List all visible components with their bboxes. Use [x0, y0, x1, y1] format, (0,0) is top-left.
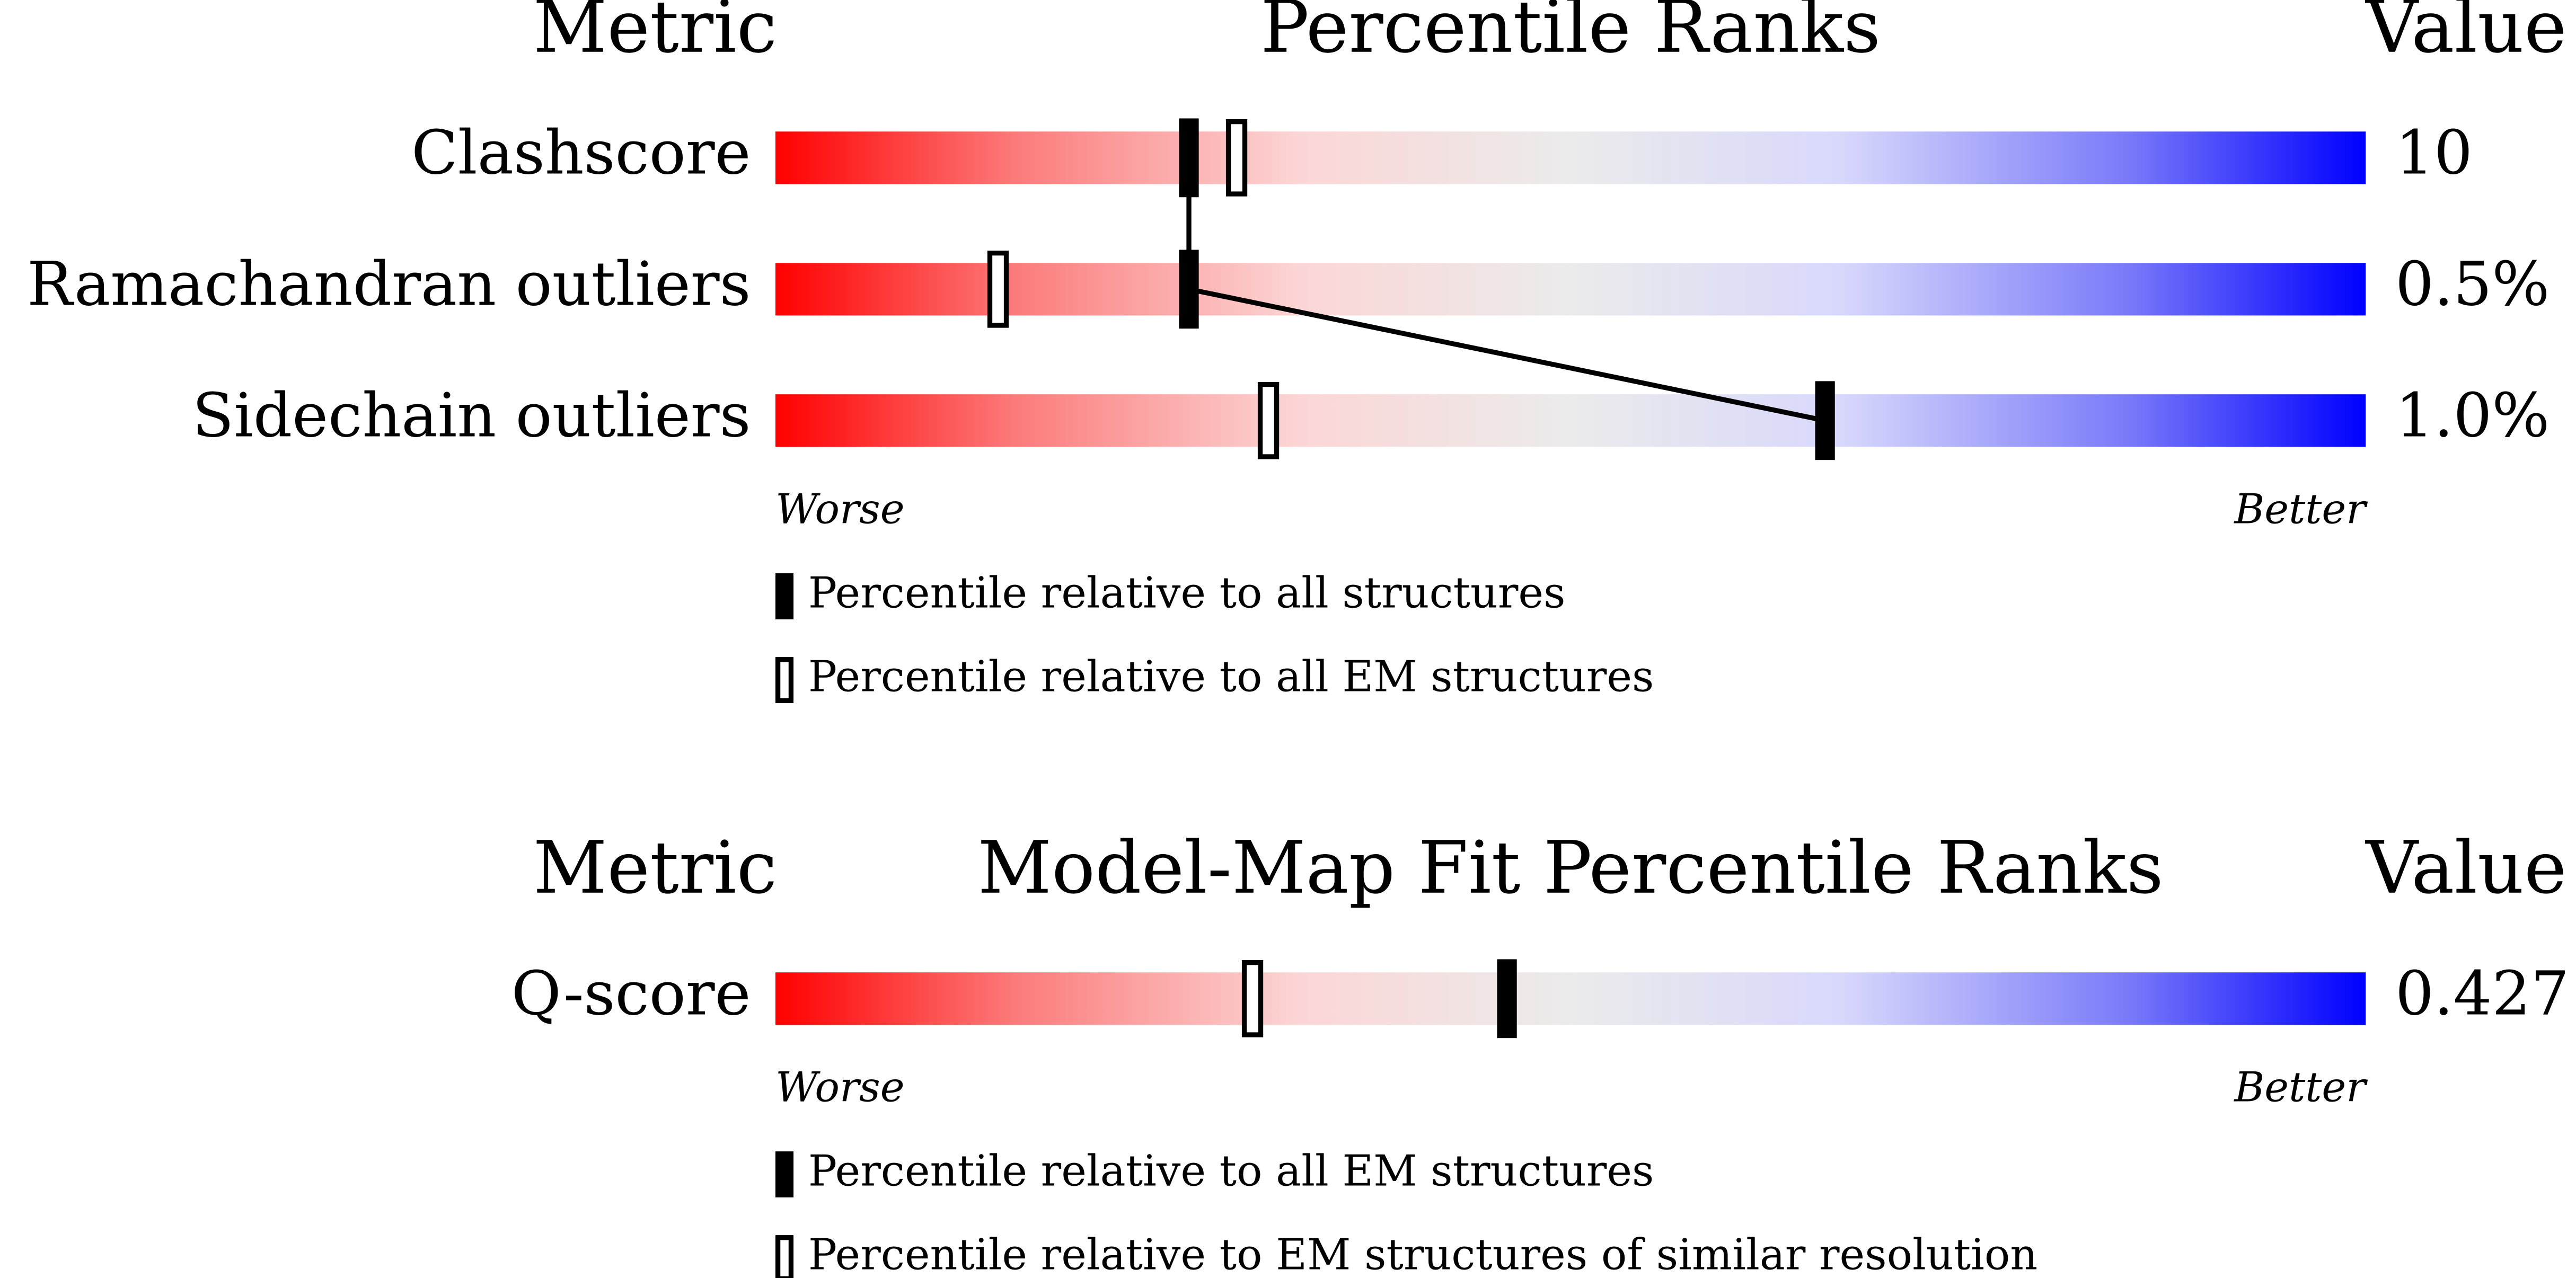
percentile-marker-filled — [1179, 250, 1199, 329]
metric-header: Metric — [533, 0, 777, 69]
value-header: Value — [2365, 0, 2566, 69]
legend-icon-open — [775, 1235, 794, 1278]
metric-label: Clashscore — [411, 118, 751, 188]
percentile-marker-filled — [1815, 381, 1835, 460]
percentile-marker-filled — [1497, 959, 1517, 1039]
legend-label: Percentile relative to all EM structures — [808, 1146, 1654, 1196]
metric-value: 0.427 — [2395, 958, 2569, 1029]
percentile-marker-open — [1225, 119, 1248, 197]
metric-label: Q-score — [511, 958, 751, 1029]
metric-value: 0.5% — [2395, 249, 2549, 320]
gradient-bar — [775, 972, 2366, 1025]
legend-icon-filled — [775, 1151, 794, 1197]
percentile-marker-open — [987, 250, 1009, 328]
value-header: Value — [2365, 826, 2566, 910]
legend-label: Percentile relative to all structures — [808, 568, 1566, 618]
gradient-bar — [775, 394, 2366, 447]
percentile-marker-open — [1241, 960, 1264, 1037]
better-label: Better — [2233, 1063, 2368, 1111]
percentile-marker-open — [1257, 381, 1280, 459]
gradient-bar — [775, 263, 2366, 316]
metric-label: Ramachandran outliers — [27, 249, 751, 320]
chart-title: Percentile Ranks — [1260, 0, 1881, 69]
metric-value: 10 — [2395, 118, 2473, 188]
worse-label: Worse — [775, 485, 905, 533]
legend-icon-open — [775, 657, 794, 703]
legend-label: Percentile relative to EM structures of … — [808, 1230, 2037, 1278]
percentile-marker-filled — [1179, 118, 1199, 198]
metric-header: Metric — [533, 826, 777, 910]
metric-value: 1.0% — [2395, 380, 2549, 451]
better-label: Better — [2233, 485, 2368, 533]
legend-label: Percentile relative to all EM structures — [808, 652, 1654, 702]
worse-label: Worse — [775, 1063, 905, 1111]
legend-icon-filled — [775, 573, 794, 619]
chart-title: Model-Map Fit Percentile Ranks — [977, 826, 2163, 910]
gradient-bar — [775, 131, 2366, 184]
metric-label: Sidechain outliers — [192, 380, 751, 451]
